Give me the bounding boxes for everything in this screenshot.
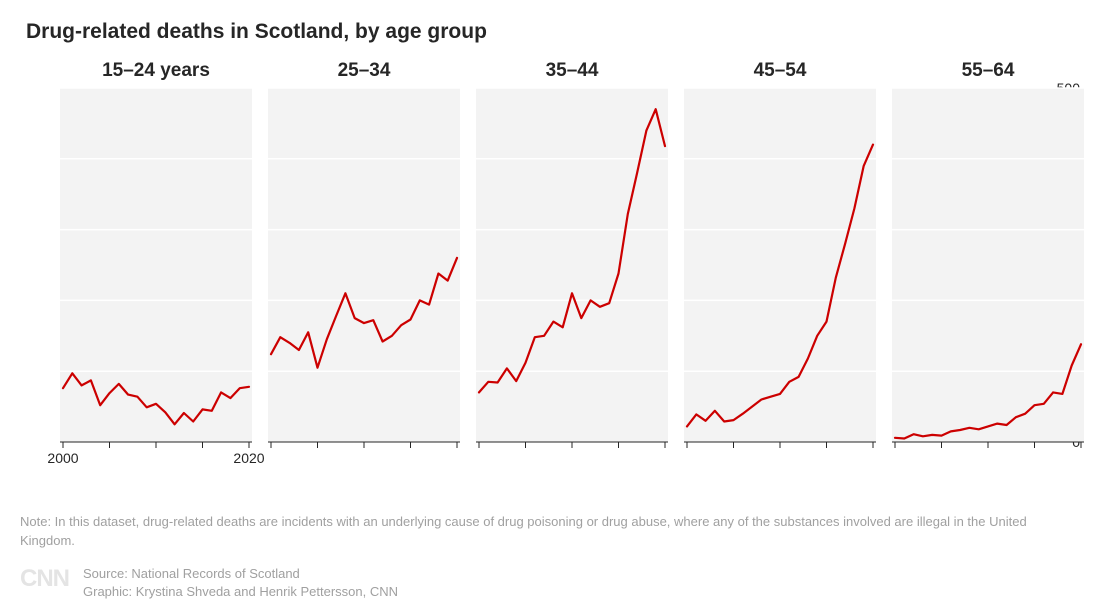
panel-title: 35–44	[476, 60, 668, 82]
panel-title: 25–34	[268, 60, 460, 82]
series-line	[687, 145, 873, 427]
panel-svg	[268, 88, 460, 454]
brand-logo: CNN	[20, 567, 69, 591]
panels-area: 010020030040050015–24 years2000202025–34…	[20, 60, 1080, 465]
source-line-2: Graphic: Krystina Shveda and Henrik Pett…	[83, 583, 398, 601]
series-line	[271, 258, 457, 368]
panel-title: 55–64	[892, 60, 1084, 82]
chart-footer: Note: In this dataset, drug-related deat…	[20, 513, 1080, 601]
chart-title: Drug-related deaths in Scotland, by age …	[26, 20, 1080, 44]
chart-note: Note: In this dataset, drug-related deat…	[20, 513, 1060, 551]
panel-svg	[60, 88, 252, 454]
panel-svg	[892, 88, 1084, 454]
source-line-1: Source: National Records of Scotland	[83, 565, 398, 583]
source-text: Source: National Records of Scotland Gra…	[83, 565, 398, 601]
x-tick-label: 2020	[233, 450, 264, 466]
chart-container: Drug-related deaths in Scotland, by age …	[0, 0, 1100, 602]
series-line	[479, 109, 665, 392]
source-block: CNN Source: National Records of Scotland…	[20, 565, 1060, 601]
panel-title: 15–24 years	[60, 60, 252, 82]
panel-svg	[684, 88, 876, 454]
series-line	[63, 373, 249, 424]
series-line	[895, 344, 1081, 438]
panel-title: 45–54	[684, 60, 876, 82]
x-tick-label: 2000	[47, 450, 78, 466]
panel-svg	[476, 88, 668, 454]
